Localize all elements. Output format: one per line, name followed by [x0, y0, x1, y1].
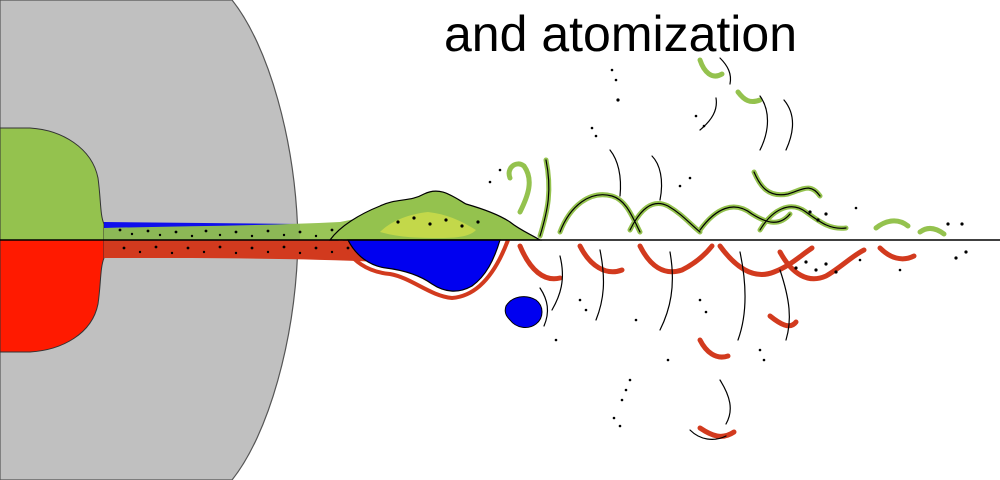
lower-liquid-sheet — [104, 240, 400, 262]
lower-liquid-core — [0, 239, 105, 353]
lower-gas-pocket — [347, 239, 501, 292]
slide-title: and atomization — [444, 6, 798, 62]
upper-liquid-sheet — [104, 214, 400, 240]
lower-ligament-outlines — [539, 249, 790, 440]
droplet-stipple — [118, 210, 838, 274]
upper-ligaments — [506, 57, 947, 239]
upper-breakup-highlight — [380, 212, 476, 238]
upper-ligament-outlines — [539, 57, 847, 237]
lower-ligaments — [517, 243, 917, 439]
scattered-droplets — [488, 68, 968, 428]
lower-gas-pocket-rim — [338, 239, 510, 301]
detached-gas-blob — [504, 296, 543, 328]
upper-liquid-core — [0, 127, 105, 241]
